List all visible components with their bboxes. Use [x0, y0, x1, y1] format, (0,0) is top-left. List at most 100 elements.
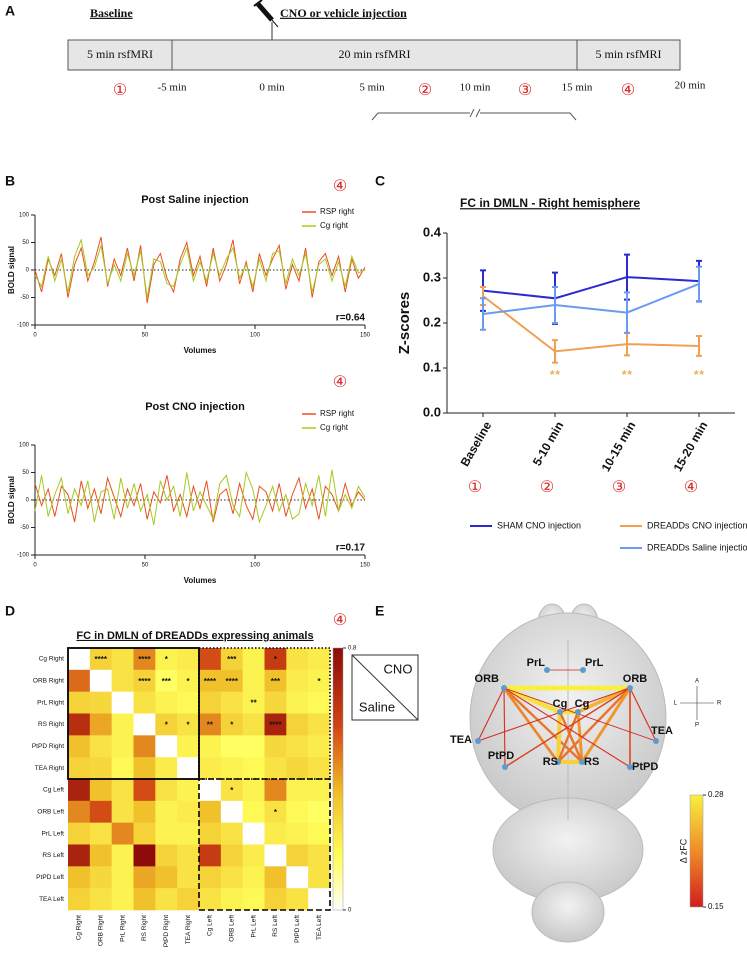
- timeline-segment: [171, 39, 578, 71]
- network-edge: [577, 686, 631, 714]
- heatmap-cell: [199, 691, 222, 714]
- heatmap-cell: [89, 735, 112, 758]
- network-edge: [503, 687, 506, 768]
- y-tick-label: -100: [17, 553, 30, 559]
- period-marker: ②: [418, 82, 432, 99]
- y-tick-label: -100: [17, 323, 30, 329]
- chart-title: Post Saline injection: [141, 194, 249, 206]
- heatmap-cell: [242, 713, 265, 736]
- heatmap-cell: [111, 866, 134, 889]
- network-edge: [477, 687, 505, 742]
- heatmap-cell: [199, 735, 222, 758]
- heatmap-cell: [286, 757, 309, 780]
- x-tick-label: 150: [360, 333, 371, 339]
- heatmap-cell: [89, 800, 112, 823]
- heatmap-cell: [286, 713, 309, 736]
- node-label: Cg: [575, 698, 590, 710]
- heatmap-cell: [242, 800, 265, 823]
- heatmap-cell: [68, 757, 91, 780]
- legend-label: RSP right: [320, 409, 355, 418]
- significance: ****: [138, 677, 151, 686]
- y-tick-label: 0.0: [423, 404, 441, 419]
- heatmap-cell: [264, 713, 287, 736]
- baseline-label: Baseline: [90, 6, 133, 20]
- heatmap-cell: [308, 800, 331, 823]
- heatmap-cell: [133, 669, 156, 692]
- y-tick-label: -50: [20, 295, 29, 301]
- column-label: TEA Left: [316, 915, 323, 940]
- column-label: ORB Right: [97, 915, 104, 946]
- heatmap-cell: [111, 648, 134, 671]
- node-label: PrL: [585, 657, 604, 669]
- heatmap-cell: [133, 866, 156, 889]
- heatmap-cell: [199, 866, 222, 889]
- bracket: [480, 112, 577, 121]
- time-label: -5 min: [157, 82, 187, 94]
- time-label: 0 min: [259, 82, 285, 94]
- network-edge: [477, 687, 631, 742]
- significance: *: [187, 721, 191, 730]
- column-label: RS Left: [272, 915, 279, 937]
- heatmap-cell: [220, 648, 243, 671]
- injection-label: CNO or vehicle injection: [280, 6, 407, 20]
- heatmap-cell: [133, 648, 156, 671]
- y-tick-label: -50: [20, 525, 29, 531]
- network-edge: [503, 687, 631, 768]
- brain-outline: [469, 603, 667, 943]
- heatmap-cell: [199, 888, 222, 911]
- y-axis-label: BOLD signal: [7, 246, 16, 294]
- legend-label: DREADDs Saline injection: [647, 542, 747, 552]
- heatmap-cell: [308, 757, 331, 780]
- bracket: [371, 112, 470, 121]
- network-edge: [502, 687, 560, 763]
- heatmap-cell: [264, 888, 287, 911]
- heatmap-cell: [133, 779, 156, 802]
- heatmap-cell: [264, 866, 287, 889]
- x-tick-label: 150: [360, 563, 371, 569]
- heatmap-cell: [286, 844, 309, 867]
- colorbar: [332, 647, 344, 911]
- colorbar-tick-label: 0.28: [708, 790, 724, 799]
- legend-label: Cg right: [320, 221, 349, 230]
- chart-title: FC in DMLN of DREADDs expressing animals: [76, 630, 313, 642]
- significance: ****: [269, 721, 282, 730]
- heatmap-cell: [68, 713, 91, 736]
- heatmap-cell: [264, 648, 287, 671]
- heatmap-cell: [111, 844, 134, 867]
- row-label: PrL Right: [37, 699, 64, 706]
- heatmap-cell: [199, 757, 222, 780]
- column-label: Cg Left: [207, 915, 214, 936]
- timeline-segment: [67, 39, 173, 71]
- heatmap-cell: [286, 648, 309, 671]
- heatmap-cell: [89, 866, 112, 889]
- heatmap-cell: [286, 822, 309, 845]
- empty-cell: [68, 648, 91, 671]
- network-node: [579, 759, 585, 765]
- bracket-break: [475, 108, 481, 118]
- heatmap-cell: [286, 779, 309, 802]
- x-axis-label: Volumes: [184, 346, 217, 355]
- network-node: [575, 709, 581, 715]
- significance: **: [694, 367, 705, 383]
- network-node: [627, 685, 633, 691]
- heatmap-cell: [199, 669, 222, 692]
- heatmap-cell: [199, 844, 222, 867]
- heatmap-cell: [68, 691, 91, 714]
- heatmap-cell: [133, 844, 156, 867]
- panel-label: A: [5, 3, 15, 19]
- annotation: r=0.17: [336, 543, 366, 554]
- network-node: [580, 667, 586, 673]
- network-node: [627, 764, 633, 770]
- significance: **: [250, 699, 257, 708]
- row-label: TEA Left: [39, 896, 64, 903]
- bracket-break: [469, 108, 475, 118]
- chart-title: Post CNO injection: [145, 401, 245, 413]
- heatmap-cell: [133, 800, 156, 823]
- heatmap-cell: [242, 735, 265, 758]
- heatmap-cell: [68, 866, 91, 889]
- node-label: RS: [584, 756, 599, 768]
- empty-cell: [308, 888, 331, 911]
- heatmap-cell: [111, 779, 134, 802]
- heatmap-cell: [155, 779, 178, 802]
- panel-label: C: [375, 173, 385, 189]
